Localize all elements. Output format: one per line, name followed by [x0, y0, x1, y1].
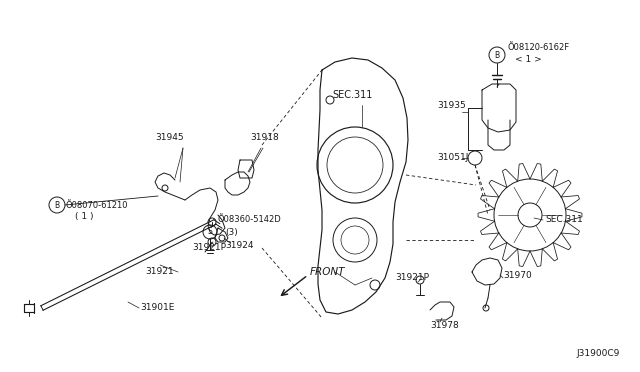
Text: 31970: 31970 [503, 270, 532, 279]
Text: 31051J: 31051J [437, 154, 468, 163]
Text: 31918: 31918 [250, 134, 279, 142]
Text: 31978: 31978 [430, 321, 459, 330]
Text: 31901E: 31901E [140, 304, 174, 312]
Text: 31935: 31935 [437, 100, 466, 109]
Text: Õ08120-6162F: Õ08120-6162F [507, 42, 569, 51]
Text: Õ08360-5142D: Õ08360-5142D [218, 215, 282, 224]
Text: J31900C9: J31900C9 [577, 349, 620, 358]
Text: 31921: 31921 [145, 267, 173, 276]
Text: SEC.311: SEC.311 [545, 215, 583, 224]
Text: ( 1 ): ( 1 ) [75, 212, 93, 221]
Text: FRONT: FRONT [310, 267, 346, 277]
Text: (3): (3) [225, 228, 237, 237]
Text: Õ08070-61210: Õ08070-61210 [66, 201, 129, 209]
Text: SEC.311: SEC.311 [332, 90, 372, 100]
Text: < 1 >: < 1 > [515, 55, 541, 64]
Text: B: B [495, 51, 500, 60]
Text: S: S [207, 228, 212, 237]
Text: 31921P: 31921P [192, 244, 226, 253]
Text: 31945: 31945 [155, 134, 184, 142]
Text: 31921P: 31921P [395, 273, 429, 282]
Text: B: B [54, 201, 60, 209]
Text: 31924: 31924 [225, 241, 253, 250]
